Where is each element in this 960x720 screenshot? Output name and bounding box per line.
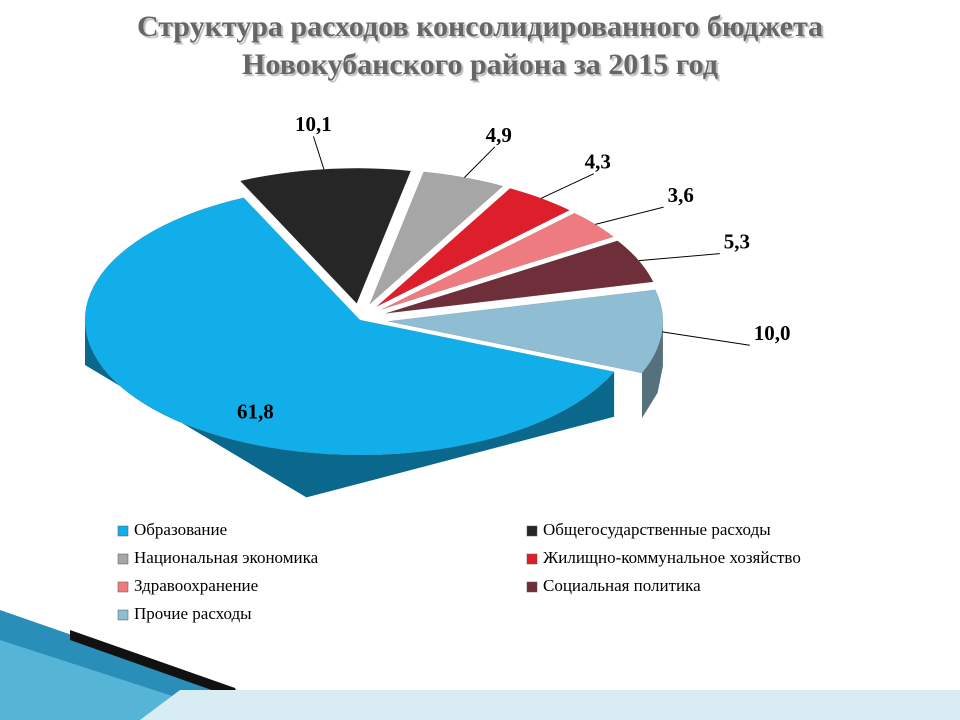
leader-line <box>638 253 720 262</box>
data-label: 10,0 <box>754 321 791 345</box>
legend-swatch <box>526 581 538 593</box>
slice-side <box>642 321 663 418</box>
slice <box>84 197 615 456</box>
slice <box>385 240 654 314</box>
slice-side <box>85 320 615 498</box>
legend-label: Образование <box>134 520 227 539</box>
slice <box>239 168 412 304</box>
legend: Образование Общегосударственные расходы На… <box>117 520 801 623</box>
slice-shade <box>85 320 615 498</box>
legend-label: Социальная политика <box>543 576 701 595</box>
slice-shade <box>642 321 663 418</box>
decoration <box>0 610 960 720</box>
legend-swatch <box>526 525 538 537</box>
leader-line <box>661 331 750 346</box>
data-label: 3,6 <box>668 183 694 207</box>
legend-label: Прочие расходы <box>134 604 252 623</box>
slice <box>369 171 504 305</box>
data-label: 4,9 <box>486 123 512 147</box>
slice <box>381 212 615 310</box>
legend-label: Национальная экономика <box>134 548 319 567</box>
data-label: 5,3 <box>724 229 750 253</box>
leader-line <box>312 136 325 170</box>
chart-title: Структура расходов консолидированного бю… <box>136 10 824 81</box>
data-label: 61,8 <box>237 399 274 423</box>
legend-swatch <box>117 581 129 593</box>
legend-swatch <box>526 553 538 565</box>
legend-swatch <box>117 553 129 565</box>
data-label: 10,1 <box>295 112 332 136</box>
title-box: Структура расходов консолидированного бю… <box>136 10 824 81</box>
pie: 61,8 10,1 4,9 4,3 3,6 5,3 10,0 <box>84 112 791 498</box>
legend-swatch <box>117 525 129 537</box>
legend-label: Жилищно-коммунальное хозяйство <box>543 548 801 567</box>
data-label: 4,3 <box>585 150 611 174</box>
leader-line <box>464 146 496 178</box>
leader-line <box>540 173 594 199</box>
legend-label: Общегосударственные расходы <box>543 520 771 539</box>
legend-swatch <box>117 609 129 621</box>
legend-label: Здравоохранение <box>134 576 258 595</box>
leader-line <box>595 206 664 225</box>
